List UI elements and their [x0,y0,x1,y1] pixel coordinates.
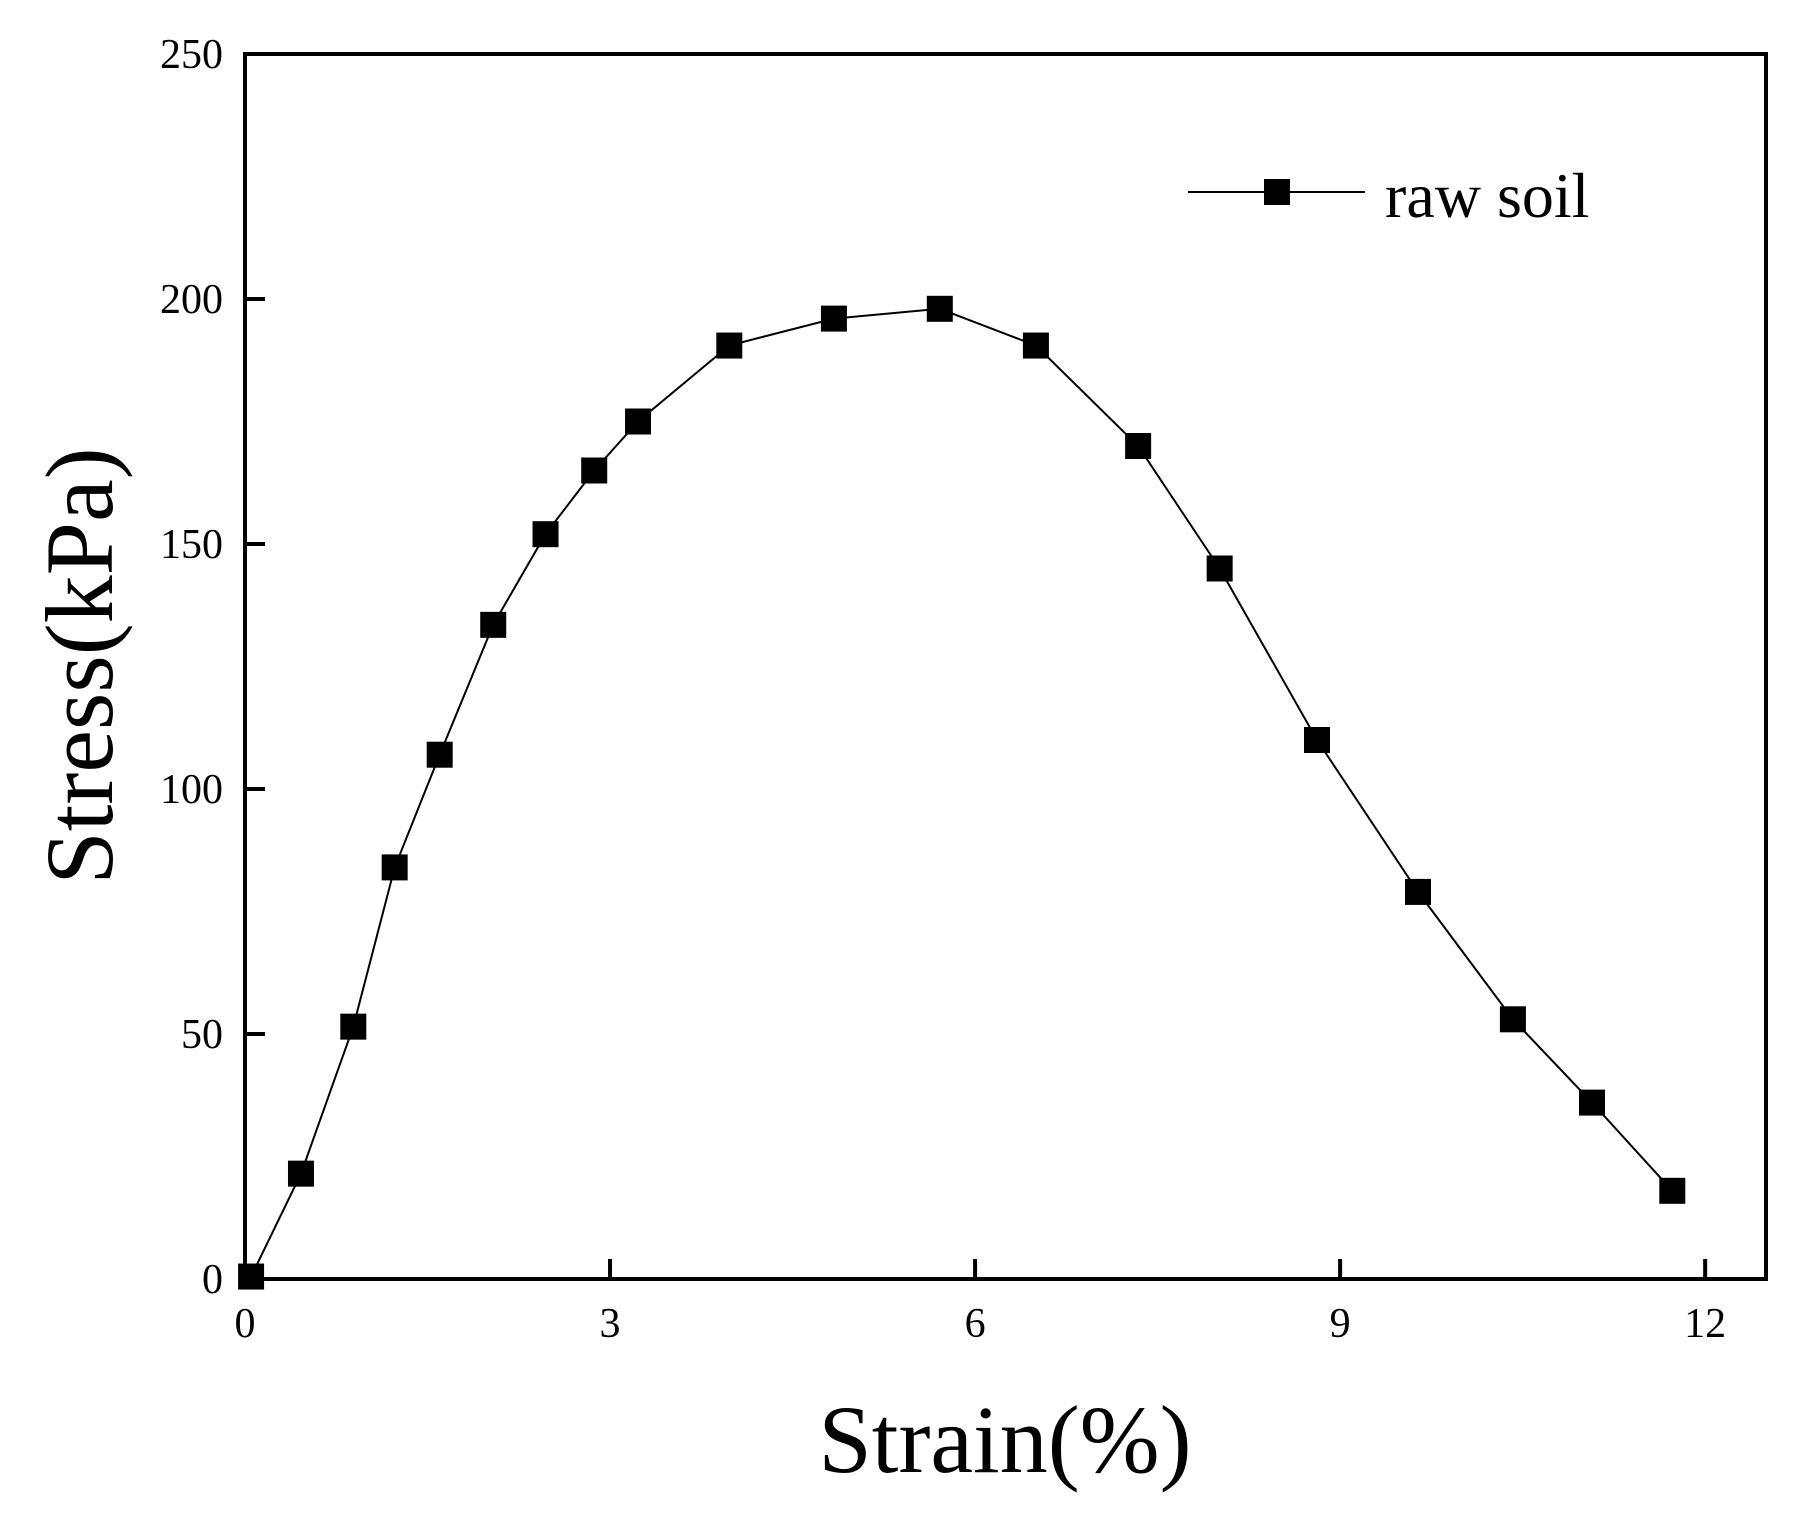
y-tick-label: 200 [160,277,223,323]
data-point-marker [820,305,847,332]
x-tick-label: 0 [235,1301,256,1347]
data-point-marker [287,1160,314,1187]
data-point-marker [1125,433,1152,459]
data-point-marker [1404,878,1431,905]
series-line [250,307,1674,1277]
x-tick-label: 12 [1684,1301,1726,1347]
x-axis-title: Strain(%) [818,1386,1191,1493]
data-point-marker [716,332,743,359]
x-tick-label: 6 [965,1301,986,1347]
data-point-marker [1659,1177,1686,1204]
data-point-marker [238,1263,265,1290]
data-point-marker [480,611,507,638]
series-layer [238,295,1686,1290]
data-point-marker [1022,332,1049,359]
data-point-marker [381,854,408,881]
data-point-marker [340,1013,367,1040]
y-axis-ticks: 0 50 100 150 200 250 [160,32,265,1303]
data-point-marker [1206,555,1233,582]
data-point-marker [1578,1089,1605,1116]
x-axis-ticks: 0 3 6 9 12 [235,1259,1726,1347]
y-tick-label: 100 [160,767,223,813]
y-axis-title: Stress(kPa) [26,447,133,884]
x-tick-label: 9 [1330,1301,1351,1347]
legend-marker [1264,179,1290,205]
data-point-marker [1499,1006,1526,1033]
data-point-marker [625,408,652,435]
data-point-marker [532,521,559,548]
legend-label: raw soil [1385,160,1589,231]
y-tick-label: 50 [181,1012,223,1058]
data-point-marker [426,741,453,768]
y-tick-label: 0 [202,1257,223,1303]
data-point-marker [581,457,608,484]
y-tick-label: 250 [160,32,223,78]
data-point-marker [926,295,953,322]
plot-frame [243,52,1768,1281]
legend: raw soil [1188,160,1589,231]
x-tick-label: 3 [600,1301,621,1347]
data-point-marker [1304,727,1331,753]
y-tick-label: 150 [160,522,223,568]
